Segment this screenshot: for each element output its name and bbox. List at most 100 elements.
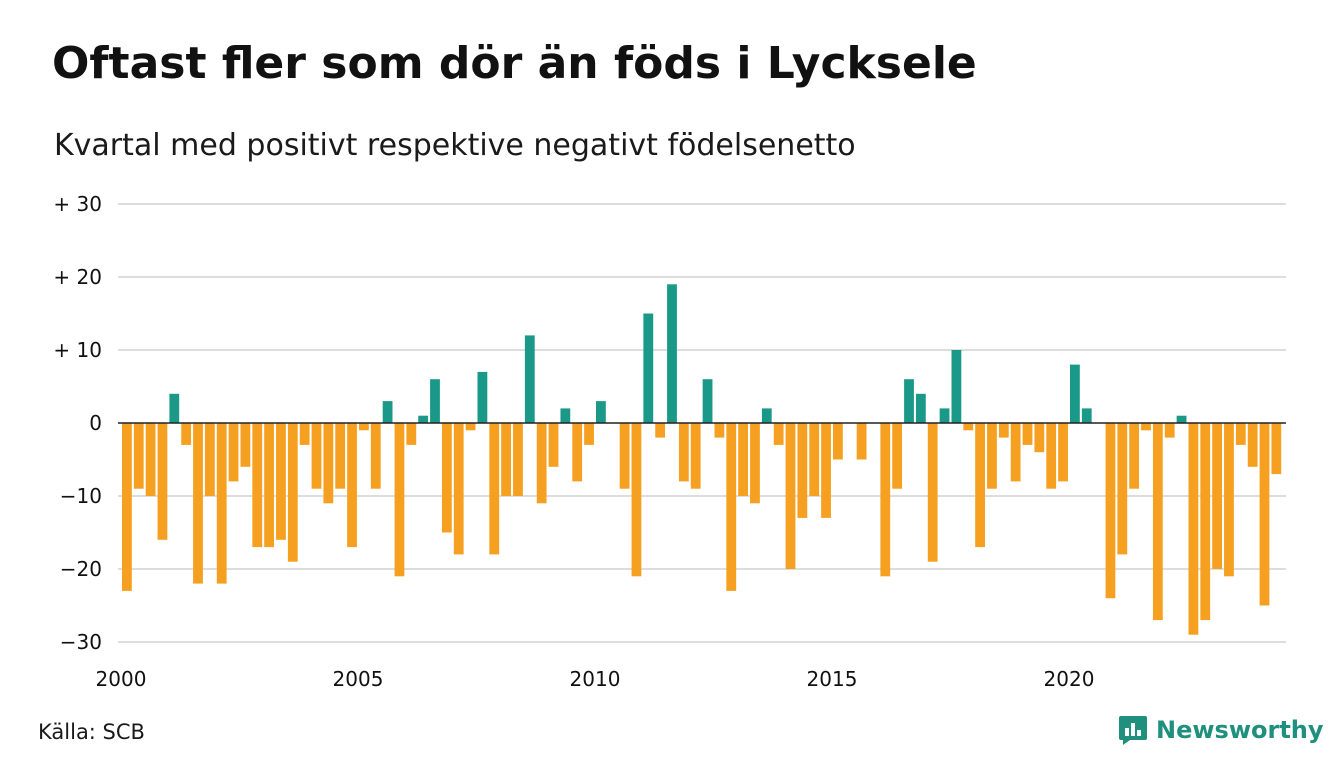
bar-negative — [122, 423, 132, 591]
bar-negative — [323, 423, 334, 504]
bar-negative — [998, 423, 1009, 438]
bar-positive — [560, 408, 571, 423]
bar-positive — [761, 408, 772, 423]
bar-negative — [299, 423, 310, 445]
bar-negative — [821, 423, 831, 518]
bar-negative — [1034, 423, 1045, 453]
bar-negative — [394, 423, 405, 577]
bar-negative — [927, 423, 938, 562]
bar-negative — [572, 423, 583, 482]
bar-negative — [1212, 423, 1222, 569]
bar-negative — [1259, 423, 1270, 606]
bar-positive — [939, 408, 950, 423]
bar-positive — [904, 379, 914, 423]
bar-negative — [714, 423, 725, 438]
bar-negative — [1200, 423, 1211, 621]
newsworthy-logo-icon — [1119, 716, 1147, 745]
x-tick-label: 2020 — [1044, 667, 1095, 691]
bar-negative — [1058, 423, 1068, 482]
bar-negative — [228, 423, 239, 482]
y-tick-label: −10 — [60, 484, 102, 508]
bar-positive — [1081, 408, 1092, 423]
bar-negative — [264, 423, 274, 548]
bar-negative — [441, 423, 452, 533]
bar-positive — [667, 284, 677, 423]
brand-logo: Newsworthy — [1118, 714, 1324, 746]
bar-negative — [726, 423, 737, 591]
bar-negative — [987, 423, 997, 489]
bar-negative — [204, 423, 215, 496]
bar-negative — [678, 423, 689, 482]
y-tick-label: + 20 — [53, 265, 102, 289]
bar-negative — [1141, 423, 1151, 431]
bar-negative — [655, 423, 666, 438]
gridlines — [118, 203, 1286, 643]
bar-negative — [145, 423, 156, 496]
chart-subtitle: Kvartal med positivt respektive negativt… — [54, 128, 856, 163]
bar-negative — [1105, 423, 1116, 599]
bar-negative — [856, 423, 867, 460]
bar-negative — [513, 423, 523, 496]
bar-negative — [1188, 423, 1199, 635]
source-note: Källa: SCB — [38, 720, 145, 744]
bar-negative — [1247, 423, 1258, 467]
bar-negative — [690, 423, 701, 489]
bar-negative — [963, 423, 974, 431]
bar-negative — [892, 423, 903, 489]
bar-negative — [453, 423, 464, 555]
bar-negative — [276, 423, 286, 540]
bar-negative — [1010, 423, 1021, 482]
y-tick-label: 0 — [89, 411, 102, 435]
bar-negative — [833, 423, 843, 460]
bar-positive — [1176, 415, 1187, 423]
bar-positive — [382, 401, 393, 423]
bar-negative — [785, 423, 796, 569]
bar-negative — [1271, 423, 1282, 475]
x-tick-label: 2005 — [333, 667, 384, 691]
bar-negative — [370, 423, 381, 489]
bar-negative — [252, 423, 263, 548]
bar-negative — [548, 423, 559, 467]
bar-negative — [880, 423, 891, 577]
bar-positive — [643, 313, 654, 423]
bar-negative — [1164, 423, 1175, 438]
bar-negative — [335, 423, 346, 489]
bar-negative — [133, 423, 144, 489]
y-tick-label: −20 — [60, 557, 102, 581]
bar-chart: + 30 + 20 + 10 0 −10 −20 −30 2000 2005 2010 2015 20… — [53, 192, 1286, 691]
bar-positive — [951, 350, 962, 423]
bars — [122, 284, 1282, 635]
bar-positive — [169, 393, 180, 423]
bar-positive — [1070, 364, 1080, 423]
bar-negative — [1129, 423, 1140, 489]
bar-negative — [287, 423, 298, 562]
bar-negative — [1224, 423, 1234, 577]
bar-positive — [596, 401, 606, 423]
brand-name: Newsworthy — [1156, 716, 1324, 744]
bar-negative — [631, 423, 642, 577]
bar-negative — [240, 423, 251, 467]
bar-positive — [430, 379, 440, 423]
axes: + 30 + 20 + 10 0 −10 −20 −30 2000 2005 2010 2015 20… — [53, 192, 1286, 691]
bar-negative — [1152, 423, 1163, 621]
bar-negative — [359, 423, 369, 431]
y-tick-label: + 30 — [53, 192, 102, 216]
bar-negative — [157, 423, 168, 540]
bar-negative — [809, 423, 820, 496]
bar-positive — [477, 371, 488, 423]
bar-negative — [193, 423, 203, 584]
bar-negative — [536, 423, 547, 504]
y-tick-label: + 10 — [53, 338, 102, 362]
bar-negative — [465, 423, 476, 431]
bar-negative — [1022, 423, 1033, 445]
bar-positive — [418, 415, 429, 423]
bar-negative — [347, 423, 357, 548]
bar-negative — [738, 423, 748, 496]
bar-negative — [406, 423, 417, 445]
bar-negative — [773, 423, 784, 445]
y-tick-label: −30 — [60, 630, 102, 654]
bar-negative — [216, 423, 227, 584]
bar-negative — [501, 423, 511, 496]
bar-negative — [1046, 423, 1057, 489]
bar-positive — [702, 379, 713, 423]
